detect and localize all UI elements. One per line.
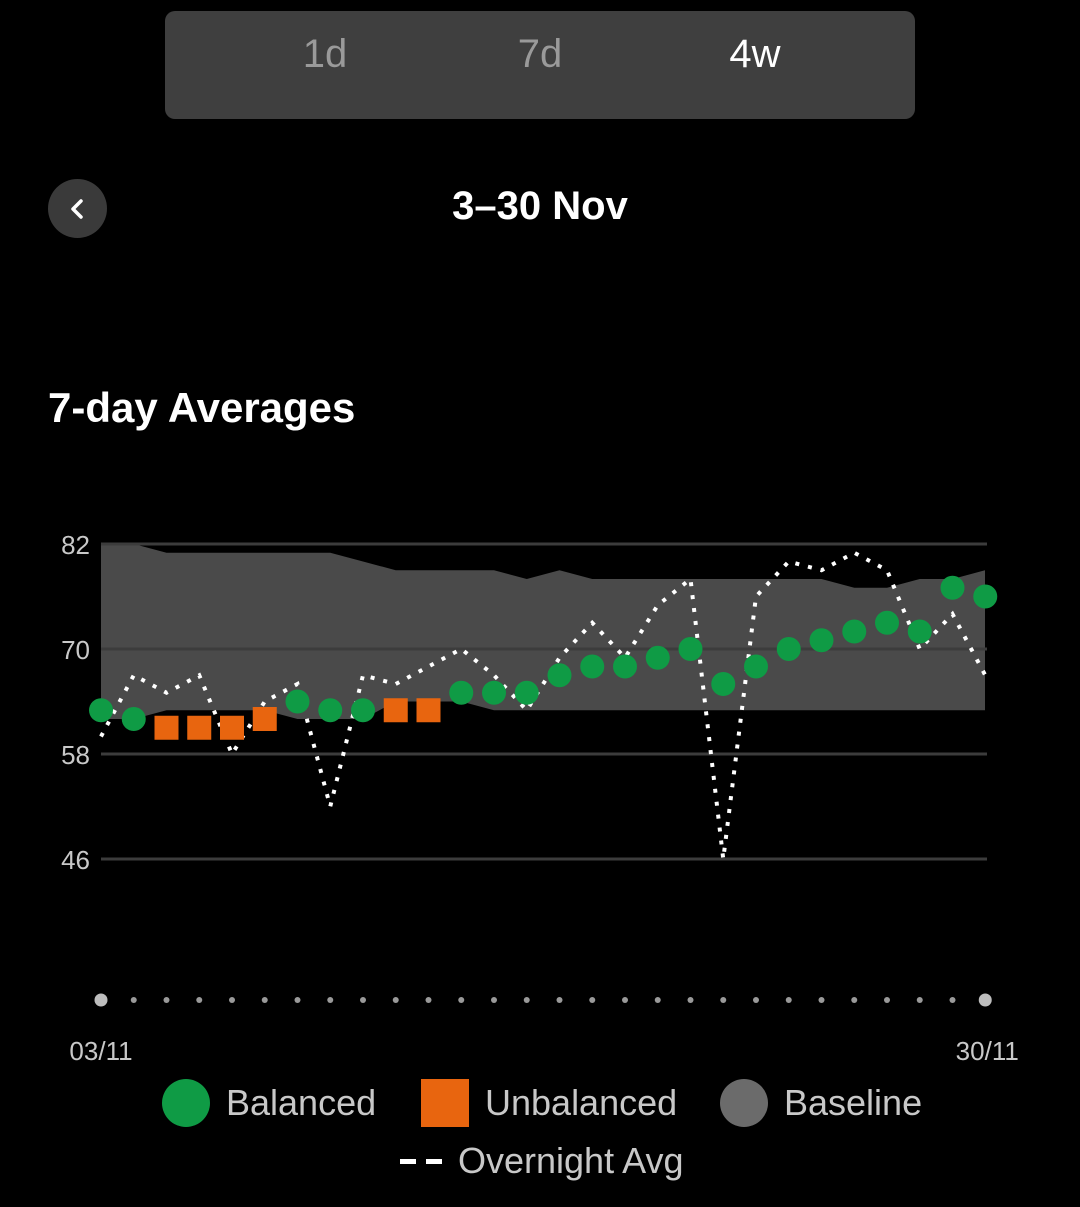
day-tick — [720, 997, 727, 1003]
balanced-marker — [744, 654, 768, 679]
day-tick — [818, 997, 825, 1003]
balanced-marker — [482, 680, 506, 705]
day-tick — [360, 997, 366, 1003]
balanced-marker — [711, 672, 736, 696]
overnight-dash-swatch — [400, 1158, 442, 1164]
balanced-marker — [776, 637, 801, 661]
day-tick — [523, 997, 530, 1003]
balanced-marker — [973, 584, 998, 609]
y-tick-label: 58 — [61, 740, 90, 770]
legend-baseline: Baseline — [720, 1076, 922, 1130]
day-tick — [687, 997, 694, 1003]
balanced-marker — [613, 654, 637, 679]
range-option-7d[interactable]: 7d — [517, 31, 563, 76]
balanced-marker — [449, 680, 474, 705]
legend-baseline-label: Baseline — [784, 1082, 923, 1123]
day-tick — [753, 997, 759, 1003]
balanced-marker — [907, 619, 932, 644]
balanced-marker — [514, 680, 539, 705]
range-option-4w[interactable]: 4w — [729, 31, 781, 76]
day-tick — [916, 997, 923, 1003]
balanced-marker — [809, 628, 834, 653]
day-tick — [556, 997, 563, 1003]
balanced-marker — [678, 637, 703, 661]
balanced-marker — [645, 645, 670, 670]
y-tick-label: 70 — [61, 635, 90, 665]
day-tick — [327, 997, 334, 1003]
unbalanced-marker — [220, 715, 244, 740]
balanced-marker — [547, 663, 572, 688]
overnight-avg-line — [99, 550, 988, 860]
balanced-marker — [318, 698, 343, 723]
balanced-marker — [351, 698, 375, 723]
day-tick — [589, 997, 596, 1003]
baseline-swatch — [720, 1079, 768, 1127]
balanced-marker — [875, 610, 899, 635]
unbalanced-marker — [252, 707, 277, 731]
day-tick — [785, 997, 792, 1003]
legend-unbalanced: Unbalanced — [421, 1076, 677, 1130]
y-tick-label: 46 — [61, 845, 90, 875]
balanced-marker — [580, 654, 605, 679]
unbalanced-swatch — [421, 1079, 469, 1127]
range-selector — [165, 11, 915, 119]
y-tick-label: 82 — [61, 530, 90, 560]
day-tick — [392, 997, 399, 1003]
x-end-label: 30/11 — [956, 1036, 1019, 1066]
chevron-left-icon — [70, 198, 83, 219]
legend-balanced-label: Balanced — [226, 1082, 377, 1123]
legend: Balanced Unbalanced Baseline — [0, 1076, 1080, 1130]
day-tick — [978, 993, 992, 1007]
day-tick — [654, 997, 661, 1003]
legend-unbalanced-label: Unbalanced — [485, 1082, 678, 1123]
balanced-marker — [842, 619, 867, 644]
balanced-swatch — [162, 1079, 210, 1127]
unbalanced-marker — [416, 698, 441, 723]
unbalanced-marker — [187, 715, 212, 740]
day-tick — [458, 997, 465, 1003]
day-tick — [622, 997, 628, 1003]
balanced-marker — [285, 689, 310, 714]
date-range-title: 3–30 Nov — [452, 184, 628, 228]
day-tick — [196, 997, 203, 1003]
balanced-marker — [89, 698, 113, 723]
day-tick — [491, 997, 497, 1003]
day-tick — [949, 997, 956, 1003]
balanced-marker — [940, 575, 965, 600]
day-tick — [94, 993, 108, 1007]
unbalanced-marker — [383, 698, 408, 723]
unbalanced-marker — [154, 715, 179, 740]
balanced-marker — [121, 707, 146, 731]
x-start-label: 03/11 — [69, 1036, 132, 1066]
day-tick — [229, 997, 235, 1003]
day-tick — [851, 997, 858, 1003]
day-tick — [130, 997, 137, 1003]
day-tick — [294, 997, 301, 1003]
day-tick — [261, 997, 268, 1003]
legend-overnight: Overnight Avg — [400, 1134, 683, 1188]
back-button[interactable] — [48, 179, 107, 238]
legend-overnight-label: Overnight Avg — [458, 1140, 684, 1181]
hrv-chart: 82 70 58 46 03/11 30/11 — [61, 530, 1019, 1066]
section-title: 7-day Averages — [48, 384, 356, 431]
day-tick — [163, 997, 170, 1003]
range-option-1d[interactable]: 1d — [302, 31, 348, 76]
legend-balanced: Balanced — [162, 1076, 376, 1130]
day-tick — [425, 997, 432, 1003]
day-tick — [884, 997, 890, 1003]
